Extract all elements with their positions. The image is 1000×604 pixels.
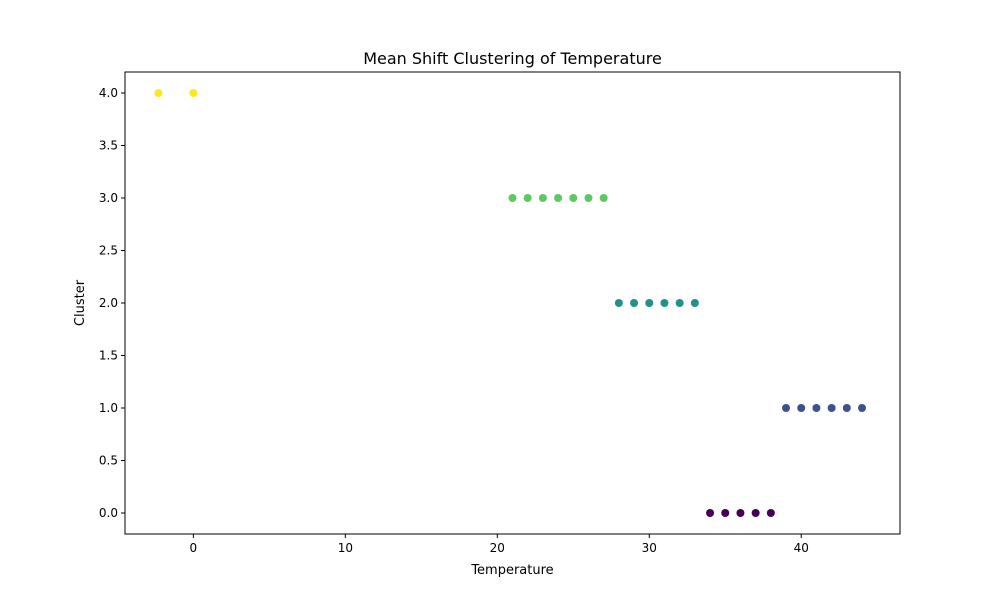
y-tick-label: 4.0: [99, 86, 118, 100]
y-tick-label: 2.5: [99, 244, 118, 258]
data-point: [842, 404, 851, 412]
plot-frame: [124, 71, 901, 535]
y-tick-label: 0.5: [99, 454, 118, 468]
y-axis-label: Cluster: [73, 279, 88, 326]
data-point: [736, 509, 745, 517]
data-point: [812, 404, 821, 412]
data-point: [538, 194, 547, 202]
chart-title: Mean Shift Clustering of Temperature: [363, 49, 662, 68]
data-point: [645, 299, 654, 307]
data-point: [782, 404, 791, 412]
x-tick-label: 40: [794, 541, 809, 555]
x-axis-label: Temperature: [470, 563, 553, 578]
y-tick-label: 1.0: [99, 401, 118, 415]
data-point: [675, 299, 684, 307]
x-tick-label: 20: [490, 541, 505, 555]
data-point: [154, 89, 163, 97]
x-tick-label: 30: [642, 541, 657, 555]
data-point: [614, 299, 623, 307]
y-tick-label: 1.5: [99, 349, 118, 363]
y-tick-label: 2.0: [99, 296, 118, 310]
data-point: [599, 194, 608, 202]
data-point: [827, 404, 836, 412]
data-point: [797, 404, 806, 412]
y-tick-label: 3.5: [99, 139, 118, 153]
data-point: [523, 194, 532, 202]
data-point: [554, 194, 563, 202]
x-tick-label: 10: [338, 541, 353, 555]
data-point: [508, 194, 517, 202]
y-tick-label: 3.0: [99, 191, 118, 205]
data-point: [751, 509, 760, 517]
data-point: [858, 404, 867, 412]
data-point: [660, 299, 669, 307]
data-point: [189, 89, 198, 97]
data-point: [630, 299, 639, 307]
data-point: [569, 194, 578, 202]
data-point: [706, 509, 715, 517]
data-point: [721, 509, 730, 517]
data-point: [766, 509, 775, 517]
x-tick-label: 0: [190, 541, 198, 555]
data-point: [690, 299, 699, 307]
plot-area: 0 10 20 30 40 0.0 0.5 1.0 1.5 2.0 2.5 3.0 3.5 4.0: [99, 71, 901, 555]
data-point: [584, 194, 593, 202]
y-tick-label: 0.0: [99, 506, 118, 520]
